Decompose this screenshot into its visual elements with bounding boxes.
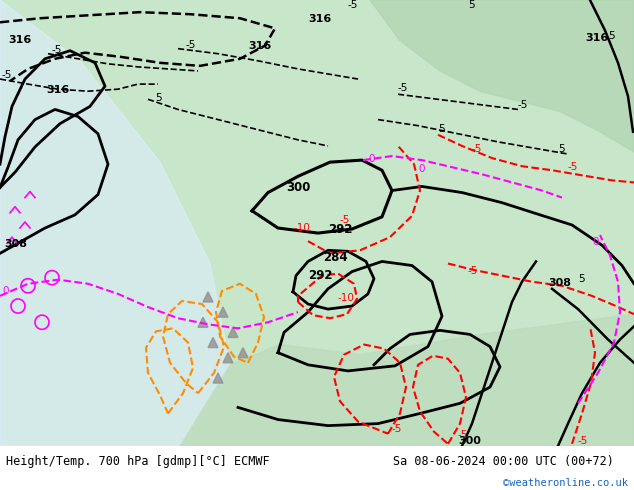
Polygon shape — [238, 347, 248, 358]
Text: 316: 316 — [8, 35, 31, 45]
Text: 316: 316 — [308, 14, 331, 24]
Text: Height/Temp. 700 hPa [gdmp][°C] ECMWF: Height/Temp. 700 hPa [gdmp][°C] ECMWF — [6, 455, 270, 468]
Text: 300: 300 — [458, 436, 481, 446]
Text: 5: 5 — [155, 93, 162, 103]
Polygon shape — [370, 0, 634, 152]
Text: 0: 0 — [2, 286, 8, 296]
Text: -5: -5 — [398, 83, 408, 93]
Text: Sa 08-06-2024 00:00 UTC (00+72): Sa 08-06-2024 00:00 UTC (00+72) — [393, 455, 614, 468]
Polygon shape — [198, 317, 208, 327]
Polygon shape — [0, 0, 230, 446]
Text: 308: 308 — [4, 239, 27, 249]
Text: 300: 300 — [286, 180, 311, 194]
Text: 292: 292 — [308, 269, 332, 282]
Text: 0: 0 — [368, 154, 375, 164]
Text: -5: -5 — [185, 40, 195, 49]
Text: -10: -10 — [293, 223, 310, 233]
Polygon shape — [223, 353, 233, 363]
Text: 284: 284 — [323, 251, 347, 265]
Polygon shape — [203, 292, 213, 302]
Polygon shape — [218, 307, 228, 317]
Polygon shape — [208, 338, 218, 347]
Text: -5: -5 — [578, 436, 588, 446]
Polygon shape — [213, 373, 223, 383]
Text: 308: 308 — [548, 278, 571, 288]
Text: 5: 5 — [438, 124, 444, 134]
Text: -5: -5 — [472, 144, 482, 154]
Text: ©weatheronline.co.uk: ©weatheronline.co.uk — [503, 478, 628, 489]
Text: 0: 0 — [418, 164, 425, 174]
Text: 5: 5 — [608, 30, 614, 41]
Text: -5: -5 — [518, 100, 528, 110]
Text: 316: 316 — [46, 85, 70, 95]
Text: 5: 5 — [558, 144, 565, 154]
Text: -5: -5 — [468, 266, 479, 275]
Text: -5: -5 — [568, 162, 578, 172]
Text: 316: 316 — [585, 32, 608, 43]
Text: -5: -5 — [458, 430, 469, 440]
Text: -10: -10 — [338, 293, 355, 303]
Text: -5: -5 — [52, 45, 62, 55]
Text: 316: 316 — [248, 41, 271, 50]
Text: 0: 0 — [592, 237, 598, 247]
Text: -5: -5 — [340, 215, 351, 225]
Text: 5: 5 — [468, 0, 475, 10]
Text: -5: -5 — [2, 70, 13, 80]
Text: 5: 5 — [578, 274, 585, 284]
Polygon shape — [228, 327, 238, 338]
Text: -5: -5 — [392, 424, 403, 434]
Text: 292: 292 — [328, 223, 353, 236]
Text: -5: -5 — [348, 0, 358, 10]
Polygon shape — [180, 314, 634, 446]
